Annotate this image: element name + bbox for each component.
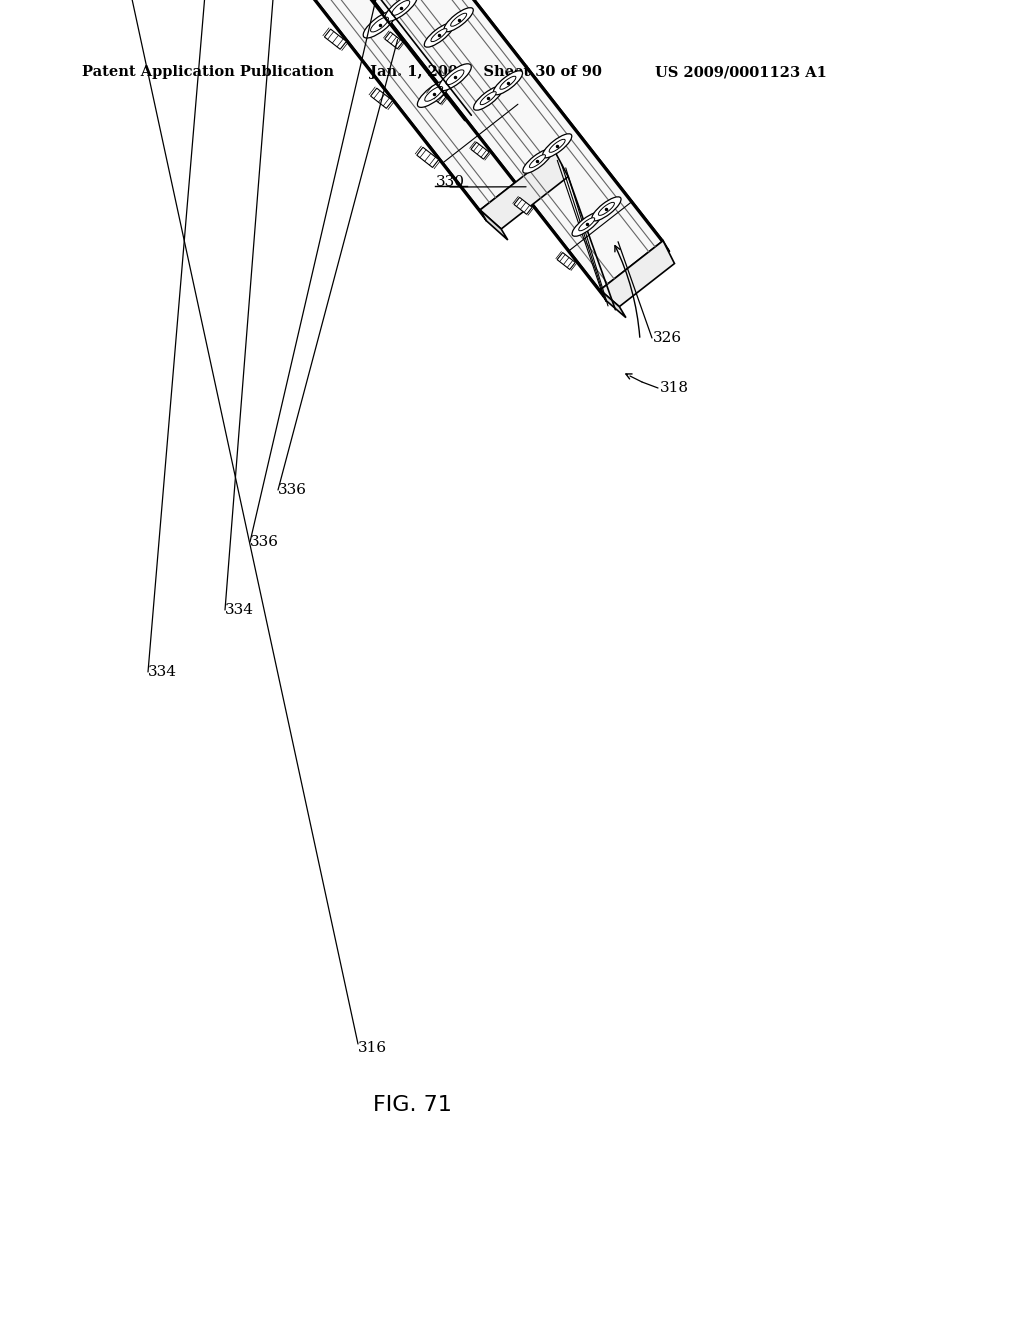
Polygon shape xyxy=(385,32,402,49)
Ellipse shape xyxy=(431,29,446,42)
Text: 330: 330 xyxy=(435,176,465,189)
Ellipse shape xyxy=(543,133,571,158)
Ellipse shape xyxy=(549,140,565,152)
Polygon shape xyxy=(87,0,561,162)
Ellipse shape xyxy=(424,22,454,48)
Polygon shape xyxy=(12,0,486,220)
Ellipse shape xyxy=(572,213,601,236)
Ellipse shape xyxy=(480,91,497,104)
Polygon shape xyxy=(312,0,670,252)
Ellipse shape xyxy=(371,17,388,32)
Text: FIG. 71: FIG. 71 xyxy=(373,1096,452,1115)
Text: US 2009/0001123 A1: US 2009/0001123 A1 xyxy=(655,65,826,79)
Ellipse shape xyxy=(592,197,622,220)
Text: 334: 334 xyxy=(225,603,254,616)
Polygon shape xyxy=(249,0,606,301)
Polygon shape xyxy=(371,88,392,108)
Polygon shape xyxy=(600,240,675,306)
Polygon shape xyxy=(428,87,446,104)
Text: 318: 318 xyxy=(660,381,689,395)
Ellipse shape xyxy=(523,149,552,173)
Ellipse shape xyxy=(529,154,546,168)
Ellipse shape xyxy=(444,8,473,32)
Polygon shape xyxy=(12,0,555,210)
Polygon shape xyxy=(557,252,575,269)
Polygon shape xyxy=(480,152,568,228)
Text: 326: 326 xyxy=(653,331,682,345)
Ellipse shape xyxy=(364,11,396,38)
Ellipse shape xyxy=(392,0,410,16)
Text: Patent Application Publication: Patent Application Publication xyxy=(82,65,334,79)
Ellipse shape xyxy=(418,81,450,107)
Polygon shape xyxy=(600,290,626,318)
Text: 316: 316 xyxy=(358,1041,387,1055)
Ellipse shape xyxy=(500,77,516,90)
Ellipse shape xyxy=(438,63,471,91)
Ellipse shape xyxy=(451,13,467,26)
Polygon shape xyxy=(514,198,532,214)
Text: Jan. 1, 2009   Sheet 30 of 90: Jan. 1, 2009 Sheet 30 of 90 xyxy=(370,65,602,79)
Ellipse shape xyxy=(494,71,522,95)
Ellipse shape xyxy=(425,87,442,102)
Text: 334: 334 xyxy=(148,665,177,678)
Polygon shape xyxy=(471,143,489,160)
Polygon shape xyxy=(249,0,664,290)
Polygon shape xyxy=(480,210,508,240)
Ellipse shape xyxy=(384,0,417,21)
Text: 336: 336 xyxy=(250,535,279,549)
Ellipse shape xyxy=(598,202,614,215)
Ellipse shape xyxy=(473,86,503,110)
Polygon shape xyxy=(325,29,346,49)
Text: 336: 336 xyxy=(278,483,307,498)
Polygon shape xyxy=(417,148,438,168)
Ellipse shape xyxy=(579,218,595,231)
Ellipse shape xyxy=(446,70,464,84)
